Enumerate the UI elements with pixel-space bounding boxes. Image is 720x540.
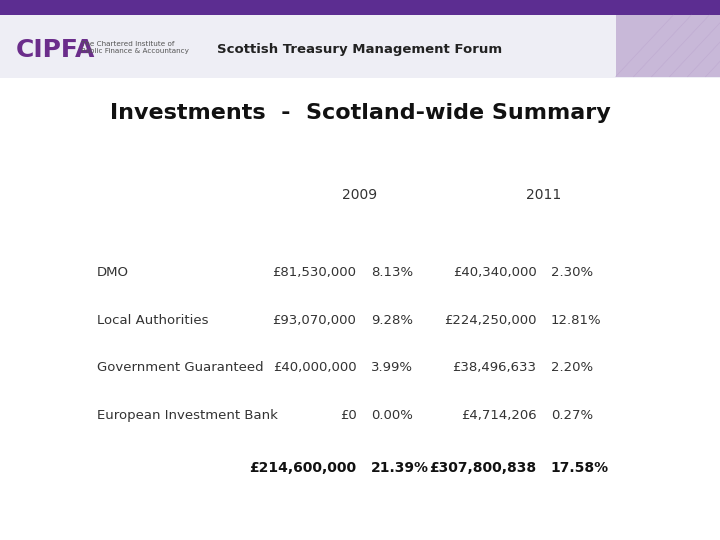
Text: 8.13%: 8.13% — [371, 266, 413, 279]
Bar — [0, 0, 720, 78]
Text: £81,530,000: £81,530,000 — [272, 266, 356, 279]
Text: Government Guaranteed: Government Guaranteed — [97, 361, 264, 374]
Text: Scottish Treasury Management Forum: Scottish Treasury Management Forum — [217, 43, 503, 56]
Text: CIPFA: CIPFA — [16, 38, 95, 62]
Text: 12.81%: 12.81% — [551, 314, 601, 327]
Text: £38,496,633: £38,496,633 — [452, 361, 536, 374]
Text: 17.58%: 17.58% — [551, 461, 609, 475]
Text: £307,800,838: £307,800,838 — [429, 461, 536, 475]
Text: 2009: 2009 — [343, 188, 377, 202]
Text: 2.20%: 2.20% — [551, 361, 593, 374]
Text: 2011: 2011 — [526, 188, 561, 202]
Text: The Chartered Institute of: The Chartered Institute of — [81, 41, 174, 48]
Text: £0: £0 — [340, 409, 356, 422]
Text: 0.27%: 0.27% — [551, 409, 593, 422]
Text: 3.99%: 3.99% — [371, 361, 413, 374]
Text: £40,340,000: £40,340,000 — [453, 266, 536, 279]
Bar — [616, 15, 720, 77]
Text: £4,714,206: £4,714,206 — [461, 409, 536, 422]
Text: 2.30%: 2.30% — [551, 266, 593, 279]
Text: £93,070,000: £93,070,000 — [273, 314, 356, 327]
Text: Investments  -  Scotland-wide Summary: Investments - Scotland-wide Summary — [109, 103, 611, 124]
Bar — [0, 0, 720, 15]
Text: DMO: DMO — [97, 266, 129, 279]
Text: 21.39%: 21.39% — [371, 461, 429, 475]
Text: £214,600,000: £214,600,000 — [249, 461, 356, 475]
Text: £224,250,000: £224,250,000 — [444, 314, 536, 327]
Text: £40,000,000: £40,000,000 — [273, 361, 356, 374]
Text: Public Finance & Accountancy: Public Finance & Accountancy — [81, 48, 189, 54]
Text: 0.00%: 0.00% — [371, 409, 413, 422]
Text: 9.28%: 9.28% — [371, 314, 413, 327]
Text: European Investment Bank: European Investment Bank — [97, 409, 278, 422]
Text: Local Authorities: Local Authorities — [97, 314, 209, 327]
